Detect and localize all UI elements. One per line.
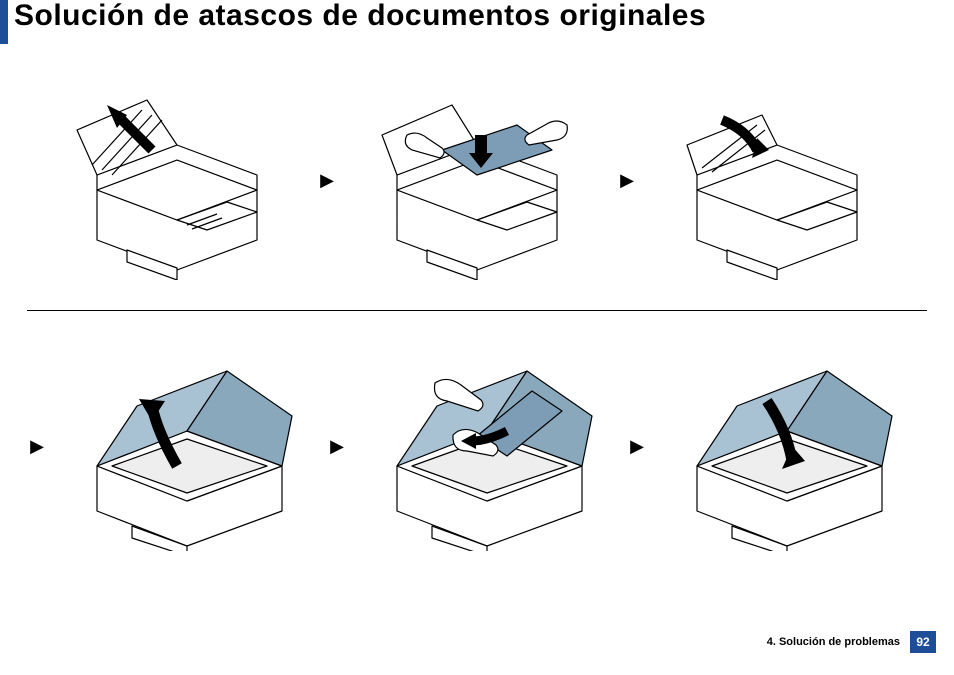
step-1-open-adf xyxy=(47,80,307,280)
document-page: Solución de atascos de documentos origin… xyxy=(0,0,954,675)
steps-row-2: ▶ xyxy=(0,341,954,551)
title-bar: Solución de atascos de documentos origin… xyxy=(0,0,954,44)
step-separator-icon: ▶ xyxy=(617,170,637,191)
step-5-remove-paper-scanner xyxy=(357,341,617,551)
footer-page-number-badge: 92 xyxy=(910,631,936,653)
footer-chapter-label: 4. Solución de problemas xyxy=(767,636,900,648)
row-divider xyxy=(27,310,927,311)
page-footer: 4. Solución de problemas 92 xyxy=(767,631,936,653)
step-4-open-scanner-lid xyxy=(57,341,317,551)
step-separator-icon: ▶ xyxy=(327,436,347,457)
step-6-close-scanner-lid xyxy=(657,341,917,551)
step-separator-icon: ▶ xyxy=(627,436,647,457)
content-area: ▶ xyxy=(0,70,954,551)
page-title: Solución de atascos de documentos origin… xyxy=(14,0,706,32)
step-2-remove-paper-adf xyxy=(347,80,607,280)
step-separator-icon: ▶ xyxy=(27,436,47,457)
step-separator-icon: ▶ xyxy=(317,170,337,191)
steps-row-1: ▶ xyxy=(0,80,954,280)
title-accent xyxy=(0,0,8,44)
step-3-close-adf xyxy=(647,80,907,280)
